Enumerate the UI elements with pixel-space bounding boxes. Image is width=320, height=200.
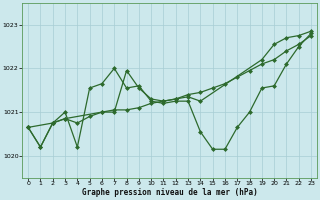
X-axis label: Graphe pression niveau de la mer (hPa): Graphe pression niveau de la mer (hPa): [82, 188, 258, 197]
